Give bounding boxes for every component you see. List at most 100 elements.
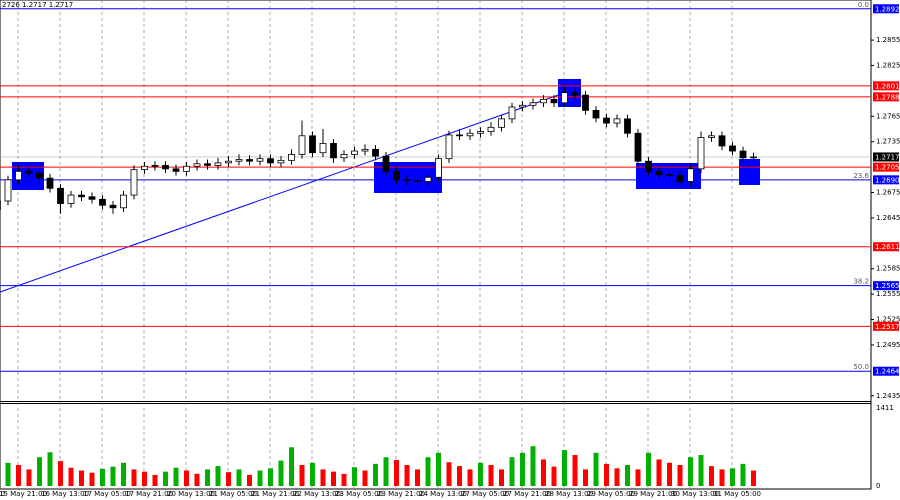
candle-body bbox=[718, 135, 726, 147]
candle-body bbox=[414, 180, 421, 182]
candle-body bbox=[120, 194, 127, 209]
x-tick-label: 29 May 21:00 bbox=[629, 490, 677, 498]
candle-body bbox=[288, 154, 295, 161]
y-tick-label: 1.2645 bbox=[876, 214, 900, 222]
volume-bar bbox=[268, 468, 273, 486]
volume-tick-label: 1411 bbox=[876, 404, 894, 412]
level-label: 1.2565 bbox=[875, 282, 900, 290]
volume-bar bbox=[488, 464, 494, 486]
x-tick-label: 22 May 13:00 bbox=[293, 490, 341, 498]
candle-body bbox=[519, 104, 526, 108]
x-tick-label: 17 May 05:00 bbox=[83, 490, 131, 498]
candle-body bbox=[151, 165, 159, 167]
candle-body bbox=[88, 196, 96, 200]
volume-bar bbox=[194, 473, 200, 486]
volume-bar bbox=[205, 469, 210, 486]
candle-body bbox=[624, 118, 631, 134]
x-tick-label: 17 May 21:00 bbox=[125, 490, 173, 498]
ohlc-header: 2726 1.2717 1.2717 bbox=[2, 1, 73, 9]
candle-body bbox=[25, 170, 33, 174]
level-label: 1.2464 bbox=[875, 368, 900, 376]
volume-bar bbox=[404, 464, 410, 486]
candles-layer bbox=[0, 86, 757, 486]
plot-frame bbox=[0, 0, 872, 490]
volume-bar bbox=[173, 467, 179, 486]
candle-body bbox=[309, 135, 316, 154]
candle-body bbox=[214, 162, 222, 166]
volume-bar bbox=[635, 469, 641, 486]
y-tick-label: 1.2735 bbox=[876, 138, 900, 146]
candle-body bbox=[256, 158, 264, 162]
candle-body bbox=[445, 134, 453, 160]
volume-bar bbox=[331, 471, 336, 486]
volume-tick-label: 0 bbox=[876, 482, 880, 490]
candle-body bbox=[57, 187, 64, 204]
volume-bar bbox=[499, 469, 504, 486]
candle-body bbox=[739, 150, 747, 159]
volume-bar bbox=[215, 466, 221, 486]
volume-bar bbox=[16, 464, 21, 486]
volume-bar bbox=[142, 471, 147, 486]
volume-bar bbox=[593, 452, 599, 486]
candle-body bbox=[666, 174, 673, 176]
level-label: 1.2611 bbox=[875, 243, 900, 251]
x-tick-label: 23 May 21:00 bbox=[377, 490, 425, 498]
candle-body bbox=[0, 200, 1, 210]
level-label-box bbox=[873, 81, 899, 91]
volume-bar bbox=[467, 469, 473, 486]
volume-bar bbox=[163, 471, 168, 486]
candle-body bbox=[204, 163, 211, 166]
volume-bar bbox=[121, 462, 126, 486]
level-label-box bbox=[873, 281, 899, 291]
x-tick-label: 30 May 13:00 bbox=[671, 490, 719, 498]
volume-bar bbox=[751, 470, 756, 486]
volume-bar bbox=[667, 462, 672, 486]
level-label-box bbox=[873, 162, 899, 172]
volume-bar bbox=[184, 470, 189, 486]
volume-bar bbox=[100, 468, 105, 486]
candle-body bbox=[67, 194, 75, 204]
volume-bar bbox=[646, 452, 651, 486]
candle-body bbox=[193, 163, 201, 167]
y-tick-label: 1.2675 bbox=[876, 189, 900, 197]
volume-bar bbox=[341, 473, 347, 486]
volume-bar bbox=[226, 472, 231, 486]
candle-body bbox=[141, 165, 148, 171]
x-tick-label: 16 May 13:00 bbox=[41, 490, 89, 498]
volume-bar bbox=[373, 463, 378, 486]
level-label: 1.2892 bbox=[875, 5, 900, 13]
volume-bar bbox=[520, 452, 525, 486]
candle-body bbox=[582, 94, 589, 111]
candle-body bbox=[372, 148, 379, 157]
candle-body bbox=[676, 175, 684, 182]
volume-bar bbox=[688, 457, 693, 486]
volume-bar bbox=[236, 469, 242, 486]
level-label: 1.2690 bbox=[875, 176, 900, 184]
x-tick-label: 29 May 05:00 bbox=[587, 490, 635, 498]
candle-body bbox=[162, 165, 169, 170]
axis-layer: 1.2855 1.2825 1.2765 1.2735 1.2675 1.2645 1.25… bbox=[0, 4, 900, 498]
x-tick-label: 0 bbox=[1, 490, 5, 498]
candle-body bbox=[456, 134, 463, 137]
y-tick-label: 1.2825 bbox=[876, 62, 900, 70]
candle-body bbox=[508, 106, 516, 120]
volume-bar bbox=[709, 466, 714, 486]
x-tick-label: 31 May 05:00 bbox=[713, 490, 761, 498]
level-label-box bbox=[873, 175, 899, 185]
volume-bar bbox=[26, 469, 32, 486]
candle-body bbox=[708, 135, 715, 138]
candle-body bbox=[645, 160, 652, 172]
volume-bar bbox=[446, 462, 452, 486]
volume-bar bbox=[5, 462, 11, 486]
volume-bar bbox=[677, 464, 683, 486]
volume-bar bbox=[383, 457, 389, 486]
volume-bar bbox=[698, 455, 704, 486]
level-label-box bbox=[873, 152, 899, 162]
candle-body bbox=[424, 176, 432, 182]
level-label-box bbox=[873, 366, 899, 376]
volume-bar bbox=[79, 470, 84, 486]
candle-body bbox=[109, 204, 117, 209]
volume-bar bbox=[289, 447, 294, 486]
volume-bar bbox=[583, 469, 588, 486]
volume-bar bbox=[541, 459, 546, 486]
